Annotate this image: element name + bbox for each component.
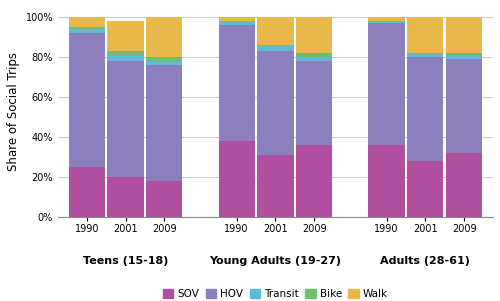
Bar bbox=[108, 177, 144, 217]
Bar bbox=[108, 55, 144, 61]
Bar bbox=[258, 51, 294, 155]
Bar bbox=[146, 57, 182, 61]
Bar bbox=[296, 53, 333, 57]
Bar bbox=[296, 17, 333, 53]
Text: Young Adults (19-27): Young Adults (19-27) bbox=[210, 256, 342, 265]
Bar bbox=[68, 167, 105, 217]
Bar bbox=[68, 27, 105, 29]
Bar bbox=[368, 21, 404, 23]
Bar bbox=[408, 53, 444, 57]
Text: Adults (28-61): Adults (28-61) bbox=[380, 256, 470, 265]
Bar bbox=[408, 17, 444, 53]
Bar bbox=[258, 45, 294, 51]
Text: Teens (15-18): Teens (15-18) bbox=[83, 256, 168, 265]
Bar bbox=[446, 55, 482, 59]
Bar bbox=[446, 59, 482, 153]
Bar bbox=[258, 155, 294, 217]
Bar bbox=[218, 25, 255, 141]
Bar bbox=[68, 29, 105, 33]
Bar bbox=[146, 181, 182, 217]
Bar bbox=[218, 17, 255, 21]
Bar bbox=[146, 17, 182, 57]
Bar bbox=[408, 161, 444, 217]
Bar bbox=[446, 153, 482, 217]
Bar bbox=[218, 141, 255, 217]
Bar bbox=[108, 21, 144, 51]
Bar bbox=[68, 33, 105, 167]
Bar bbox=[258, 17, 294, 45]
Bar bbox=[408, 57, 444, 161]
Y-axis label: Share of Social Trips: Share of Social Trips bbox=[7, 52, 20, 171]
Bar bbox=[368, 17, 404, 21]
Bar bbox=[296, 145, 333, 217]
Bar bbox=[368, 23, 404, 145]
Bar bbox=[446, 53, 482, 55]
Bar bbox=[146, 65, 182, 181]
Legend: SOV, HOV, Transit, Bike, Walk: SOV, HOV, Transit, Bike, Walk bbox=[159, 285, 392, 301]
Bar bbox=[108, 51, 144, 55]
Bar bbox=[368, 145, 404, 217]
Bar bbox=[446, 17, 482, 53]
Bar bbox=[68, 17, 105, 27]
Bar bbox=[296, 61, 333, 145]
Bar bbox=[296, 57, 333, 61]
Bar bbox=[108, 61, 144, 177]
Bar bbox=[218, 21, 255, 25]
Bar bbox=[146, 61, 182, 65]
